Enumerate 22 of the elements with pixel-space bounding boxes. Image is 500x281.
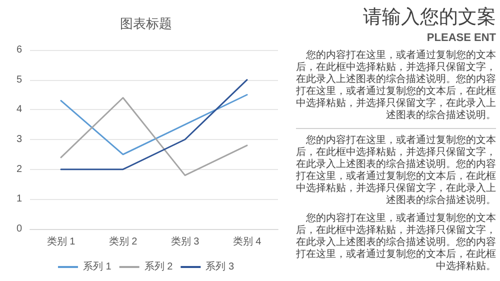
- line-series: [60, 94, 248, 156]
- legend-label: 系列 2: [144, 260, 174, 272]
- y-tick-label: 5: [16, 74, 22, 86]
- chart-title: 图表标题: [120, 16, 172, 31]
- y-tick-label: 1: [16, 194, 22, 205]
- legend-label: 系列 3: [206, 260, 234, 272]
- x-tick-label: 类别 1: [46, 236, 76, 248]
- legend-label: 系列 1: [82, 260, 112, 272]
- x-tick-label: 类别 4: [232, 236, 262, 248]
- text: 您的内容打在这里，或者通过复制您的文本后，在此框中选择粘贴，并选择只保留文字，在此录入上述图表的综合描述说明。您的内容打在这里，或者通过复制您的文本后，在此框中选择粘贴。: [296, 213, 496, 273]
- y-tick-label: 0: [16, 224, 22, 234]
- y-tick-label: 6: [16, 44, 22, 56]
- text: 请输入您的文案: [362, 5, 496, 30]
- text: 您的内容打在这里，或者通过复制您的文本后，在此框中选择粘贴，并选择只保留文字，在此录入上述图表的综合描述说明。您的内容打在这里，或者通过复制您的文本后，在此框中选择粘贴，并选择只保留文字，在此录入上述图表的综合描述说明。: [296, 135, 496, 207]
- y-tick-label: 3: [16, 134, 22, 145]
- x-tick-label: 类别 3: [170, 236, 200, 248]
- text: PLEASE ENT: [426, 32, 496, 44]
- text: 您的内容打在这里，或者通过复制您的文本后，在此框中选择粘贴，并选择只保留文字，在此录入上述图表的综合描述说明。您的内容打在这里，或者通过复制您的文本后，在此框中选择粘贴，并选择只保留文字，在此录入上述图表的综合描述说明。: [296, 50, 496, 122]
- line-series: [60, 96, 248, 176]
- y-tick-label: 2: [16, 164, 22, 175]
- x-tick-label: 类别 2: [108, 236, 138, 248]
- y-tick-label: 4: [16, 104, 22, 116]
